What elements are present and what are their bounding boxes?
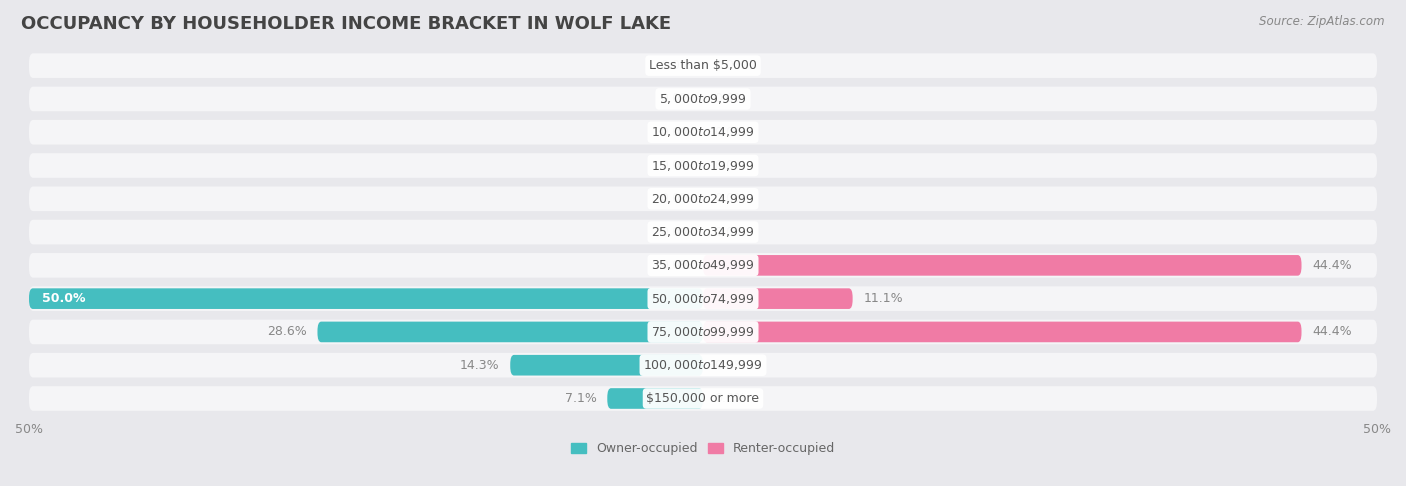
Text: 0.0%: 0.0% [661,59,692,72]
Text: $20,000 to $24,999: $20,000 to $24,999 [651,192,755,206]
Text: $75,000 to $99,999: $75,000 to $99,999 [651,325,755,339]
Text: 0.0%: 0.0% [661,159,692,172]
FancyBboxPatch shape [703,322,1302,342]
FancyBboxPatch shape [30,87,1376,111]
FancyBboxPatch shape [30,218,1376,246]
FancyBboxPatch shape [30,185,1376,212]
FancyBboxPatch shape [703,255,1302,276]
Text: 0.0%: 0.0% [714,92,745,105]
Text: $25,000 to $34,999: $25,000 to $34,999 [651,225,755,239]
Text: 11.1%: 11.1% [863,292,903,305]
Text: 0.0%: 0.0% [714,192,745,205]
Text: 0.0%: 0.0% [714,226,745,239]
FancyBboxPatch shape [30,318,1376,346]
Text: 0.0%: 0.0% [661,259,692,272]
Text: 0.0%: 0.0% [714,392,745,405]
FancyBboxPatch shape [30,187,1376,211]
Text: 0.0%: 0.0% [661,92,692,105]
FancyBboxPatch shape [30,351,1376,379]
Text: $150,000 or more: $150,000 or more [647,392,759,405]
FancyBboxPatch shape [30,86,1376,113]
FancyBboxPatch shape [30,120,1376,144]
FancyBboxPatch shape [30,386,1376,411]
Text: $15,000 to $19,999: $15,000 to $19,999 [651,158,755,173]
FancyBboxPatch shape [30,288,703,309]
Text: 0.0%: 0.0% [661,126,692,139]
Text: 14.3%: 14.3% [460,359,499,372]
Text: 44.4%: 44.4% [1312,326,1353,338]
FancyBboxPatch shape [30,52,1376,79]
Text: 50.0%: 50.0% [42,292,86,305]
Text: 0.0%: 0.0% [714,359,745,372]
FancyBboxPatch shape [30,252,1376,279]
FancyBboxPatch shape [30,220,1376,244]
FancyBboxPatch shape [703,288,852,309]
Text: 7.1%: 7.1% [565,392,596,405]
FancyBboxPatch shape [318,322,703,342]
Text: Source: ZipAtlas.com: Source: ZipAtlas.com [1260,15,1385,28]
Text: $35,000 to $49,999: $35,000 to $49,999 [651,259,755,272]
Text: $10,000 to $14,999: $10,000 to $14,999 [651,125,755,139]
Text: 0.0%: 0.0% [714,126,745,139]
Text: OCCUPANCY BY HOUSEHOLDER INCOME BRACKET IN WOLF LAKE: OCCUPANCY BY HOUSEHOLDER INCOME BRACKET … [21,15,671,33]
FancyBboxPatch shape [30,153,1376,178]
FancyBboxPatch shape [607,388,703,409]
Text: $100,000 to $149,999: $100,000 to $149,999 [644,358,762,372]
Text: 28.6%: 28.6% [267,326,307,338]
FancyBboxPatch shape [510,355,703,376]
Text: 0.0%: 0.0% [661,226,692,239]
Text: 0.0%: 0.0% [714,59,745,72]
Text: 0.0%: 0.0% [661,192,692,205]
FancyBboxPatch shape [30,152,1376,179]
Text: $5,000 to $9,999: $5,000 to $9,999 [659,92,747,106]
FancyBboxPatch shape [30,320,1376,344]
FancyBboxPatch shape [30,286,1376,311]
FancyBboxPatch shape [30,53,1376,78]
Legend: Owner-occupied, Renter-occupied: Owner-occupied, Renter-occupied [567,437,839,460]
Text: $50,000 to $74,999: $50,000 to $74,999 [651,292,755,306]
FancyBboxPatch shape [30,253,1376,278]
Text: 44.4%: 44.4% [1312,259,1353,272]
FancyBboxPatch shape [30,385,1376,412]
Text: 0.0%: 0.0% [714,159,745,172]
Text: Less than $5,000: Less than $5,000 [650,59,756,72]
FancyBboxPatch shape [30,285,1376,312]
FancyBboxPatch shape [30,353,1376,378]
FancyBboxPatch shape [30,119,1376,146]
